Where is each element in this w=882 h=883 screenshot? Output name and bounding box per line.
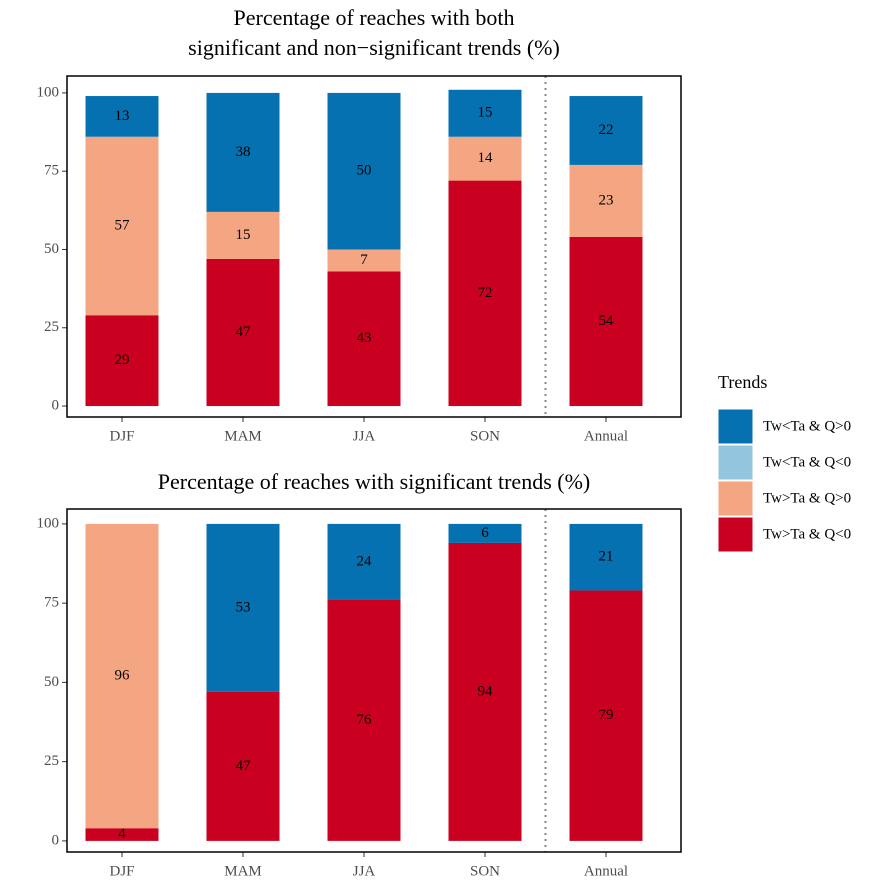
bar-segment xyxy=(448,89,522,137)
y-tick-label: 50 xyxy=(44,674,59,690)
legend-label: Tw>Ta & Q>0 xyxy=(763,490,851,506)
x-tick-label: DJF xyxy=(109,428,134,444)
bar-segment xyxy=(569,590,643,841)
bar-segment xyxy=(448,136,522,181)
plot-border xyxy=(66,508,682,853)
chart-title: Percentage of reaches with both xyxy=(234,5,515,30)
data-label: 22 xyxy=(599,122,614,138)
data-label: 21 xyxy=(599,549,614,565)
y-tick-label: 75 xyxy=(44,163,59,179)
bar-segment xyxy=(85,828,159,841)
bar-segment xyxy=(327,92,401,250)
legend-label: Tw<Ta & Q<0 xyxy=(763,454,851,470)
data-label: 94 xyxy=(478,683,494,699)
bar-segment xyxy=(327,599,401,841)
bar-segment xyxy=(569,96,643,165)
data-label: 15 xyxy=(236,227,251,243)
data-label: 96 xyxy=(115,667,131,683)
bar-segment xyxy=(85,96,159,137)
data-label: 24 xyxy=(357,553,373,569)
bar-segment xyxy=(569,164,643,237)
data-label: 50 xyxy=(357,163,372,179)
bar-segment xyxy=(327,271,401,407)
bar-segment xyxy=(85,136,159,316)
data-label: 29 xyxy=(115,352,130,368)
data-label: 43 xyxy=(357,330,372,346)
bar-segment xyxy=(569,523,643,591)
plot-border xyxy=(66,75,682,418)
legend-title: Trends xyxy=(718,372,767,392)
chart-title: Percentage of reaches with significant t… xyxy=(158,469,591,494)
data-label: 76 xyxy=(357,712,373,728)
x-tick-label: MAM xyxy=(224,863,262,879)
y-tick-label: 25 xyxy=(44,319,59,335)
data-label: 6 xyxy=(481,525,489,541)
bar-segment xyxy=(206,92,280,212)
bar-segment xyxy=(327,249,401,272)
x-tick-label: SON xyxy=(470,428,500,444)
x-tick-label: DJF xyxy=(109,863,134,879)
y-tick-label: 75 xyxy=(44,595,59,611)
x-tick-label: JJA xyxy=(353,428,376,444)
bar-segment xyxy=(206,211,280,259)
bar-segment xyxy=(448,523,522,543)
legend-key xyxy=(717,516,754,553)
data-label: 4 xyxy=(118,826,126,842)
data-label: 23 xyxy=(599,192,614,208)
data-label: 53 xyxy=(236,599,251,615)
data-label: 15 xyxy=(478,105,493,121)
bar-segment xyxy=(448,542,522,841)
y-tick-label: 0 xyxy=(52,832,60,848)
bar-segment xyxy=(327,523,401,600)
bar-segment xyxy=(448,180,522,407)
x-tick-label: SON xyxy=(470,863,500,879)
data-label: 47 xyxy=(236,324,252,340)
legend-key xyxy=(717,408,754,445)
legend-key xyxy=(717,480,754,517)
bar-segment xyxy=(206,691,280,841)
x-tick-label: Annual xyxy=(584,428,628,444)
data-label: 38 xyxy=(236,144,251,160)
data-label: 47 xyxy=(236,758,252,774)
x-tick-label: JJA xyxy=(353,863,376,879)
bar-segment xyxy=(206,523,280,692)
data-label: 7 xyxy=(360,252,368,268)
bar-segment xyxy=(206,258,280,407)
y-tick-label: 25 xyxy=(44,753,59,769)
data-label: 14 xyxy=(478,150,494,166)
bar-segment xyxy=(85,523,159,829)
legend-key xyxy=(717,444,754,481)
data-label: 72 xyxy=(478,285,493,301)
y-tick-label: 100 xyxy=(37,84,60,100)
y-tick-label: 100 xyxy=(37,515,60,531)
chart-title: significant and non−significant trends (… xyxy=(188,35,560,60)
y-tick-label: 0 xyxy=(52,397,60,413)
x-tick-label: MAM xyxy=(224,428,262,444)
bar-segment xyxy=(569,236,643,407)
x-tick-label: Annual xyxy=(584,863,628,879)
data-label: 79 xyxy=(599,707,614,723)
data-label: 57 xyxy=(115,217,131,233)
data-label: 13 xyxy=(115,108,130,124)
y-tick-label: 50 xyxy=(44,241,59,257)
data-label: 54 xyxy=(599,313,615,329)
legend-label: Tw<Ta & Q>0 xyxy=(763,418,851,434)
legend-label: Tw>Ta & Q<0 xyxy=(763,526,851,542)
bar-segment xyxy=(85,315,159,407)
